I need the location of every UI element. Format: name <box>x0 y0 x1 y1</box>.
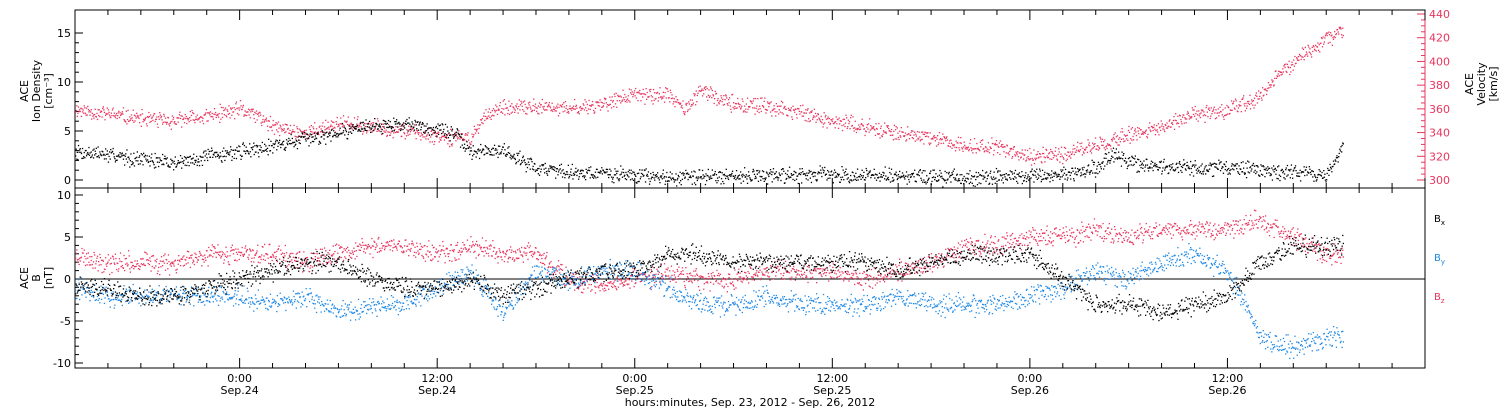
x-axis-title: hours:minutes, Sep. 23, 2012 - Sep. 26, … <box>625 396 876 409</box>
bottom-left-axis-title-line: [nT] <box>42 267 55 289</box>
top-right-tick-label: 360 <box>1429 103 1450 116</box>
x-tick-date-label: Sep.25 <box>616 384 654 397</box>
x-tick-date-label: Sep.26 <box>1011 384 1049 397</box>
bottom-left-axis-title-line: ACE <box>18 267 31 289</box>
velocity-series <box>75 26 1344 166</box>
bz-series <box>75 209 1344 294</box>
top-left-tick-label: 0 <box>64 174 71 187</box>
x-axis-tick-labels: 0:00Sep.2412:00Sep.240:00Sep.2512:00Sep.… <box>74 10 1426 397</box>
bottom-left-tick-label: 10 <box>57 189 71 202</box>
top-right-tick-label: 380 <box>1429 79 1450 92</box>
top-right-axis-title-line: Velocity <box>1475 62 1488 106</box>
top-right-tick-label: 400 <box>1429 55 1450 68</box>
top-right-tick-label: 420 <box>1429 32 1450 45</box>
top-right-tick-label: 440 <box>1429 8 1450 21</box>
density-series <box>75 117 1344 188</box>
legend-label-by: By <box>1434 253 1445 266</box>
top-left-tick-label: 10 <box>57 76 71 89</box>
top-left-tick-label: 5 <box>64 125 71 138</box>
x-tick-time-label: 12:00 <box>1212 372 1244 385</box>
x-tick-date-label: Sep.25 <box>813 384 851 397</box>
top-right-tick-label: 320 <box>1429 150 1450 163</box>
bottom-left-tick-label: -10 <box>53 357 71 370</box>
bx-series <box>75 234 1344 322</box>
top-right-axis-title-line: [km/s] <box>1487 66 1500 101</box>
top-right-axis-title-line: ACE <box>1463 73 1476 95</box>
legend-label-bz: Bz <box>1434 292 1445 305</box>
x-tick-time-label: 12:00 <box>421 372 453 385</box>
legend-label-bx: Bx <box>1434 214 1445 227</box>
top-panel-frame <box>74 9 1426 189</box>
top-left-axis-title-line: ACE <box>18 80 31 102</box>
top-right-tick-label: 340 <box>1429 127 1450 140</box>
bottom-left-tick-label: -5 <box>60 315 71 328</box>
x-tick-date-label: Sep.24 <box>221 384 259 397</box>
x-tick-time-label: 0:00 <box>227 372 252 385</box>
bottom-left-tick-label: 5 <box>64 231 71 244</box>
top-left-axis-title-line: [cm⁻³] <box>42 73 55 109</box>
bottom-panel-frame <box>74 187 1426 369</box>
bottom-left-tick-label: 0 <box>64 273 71 286</box>
top-left-axis-title-line: Ion Density <box>30 59 43 122</box>
top-left-tick-label: 15 <box>57 27 71 40</box>
x-tick-time-label: 0:00 <box>1018 372 1043 385</box>
bottom-left-axis-title-line: B <box>30 274 43 282</box>
x-tick-date-label: Sep.26 <box>1208 384 1246 397</box>
x-tick-time-label: 12:00 <box>816 372 848 385</box>
x-tick-date-label: Sep.24 <box>418 384 456 397</box>
by-series <box>75 243 1344 360</box>
top-right-tick-label: 300 <box>1429 174 1450 187</box>
x-tick-time-label: 0:00 <box>622 372 647 385</box>
bottom-panel-magnetic-field: -10 -5 0 5 10 ACE B [nT] Bx By Bz <box>18 187 1445 370</box>
